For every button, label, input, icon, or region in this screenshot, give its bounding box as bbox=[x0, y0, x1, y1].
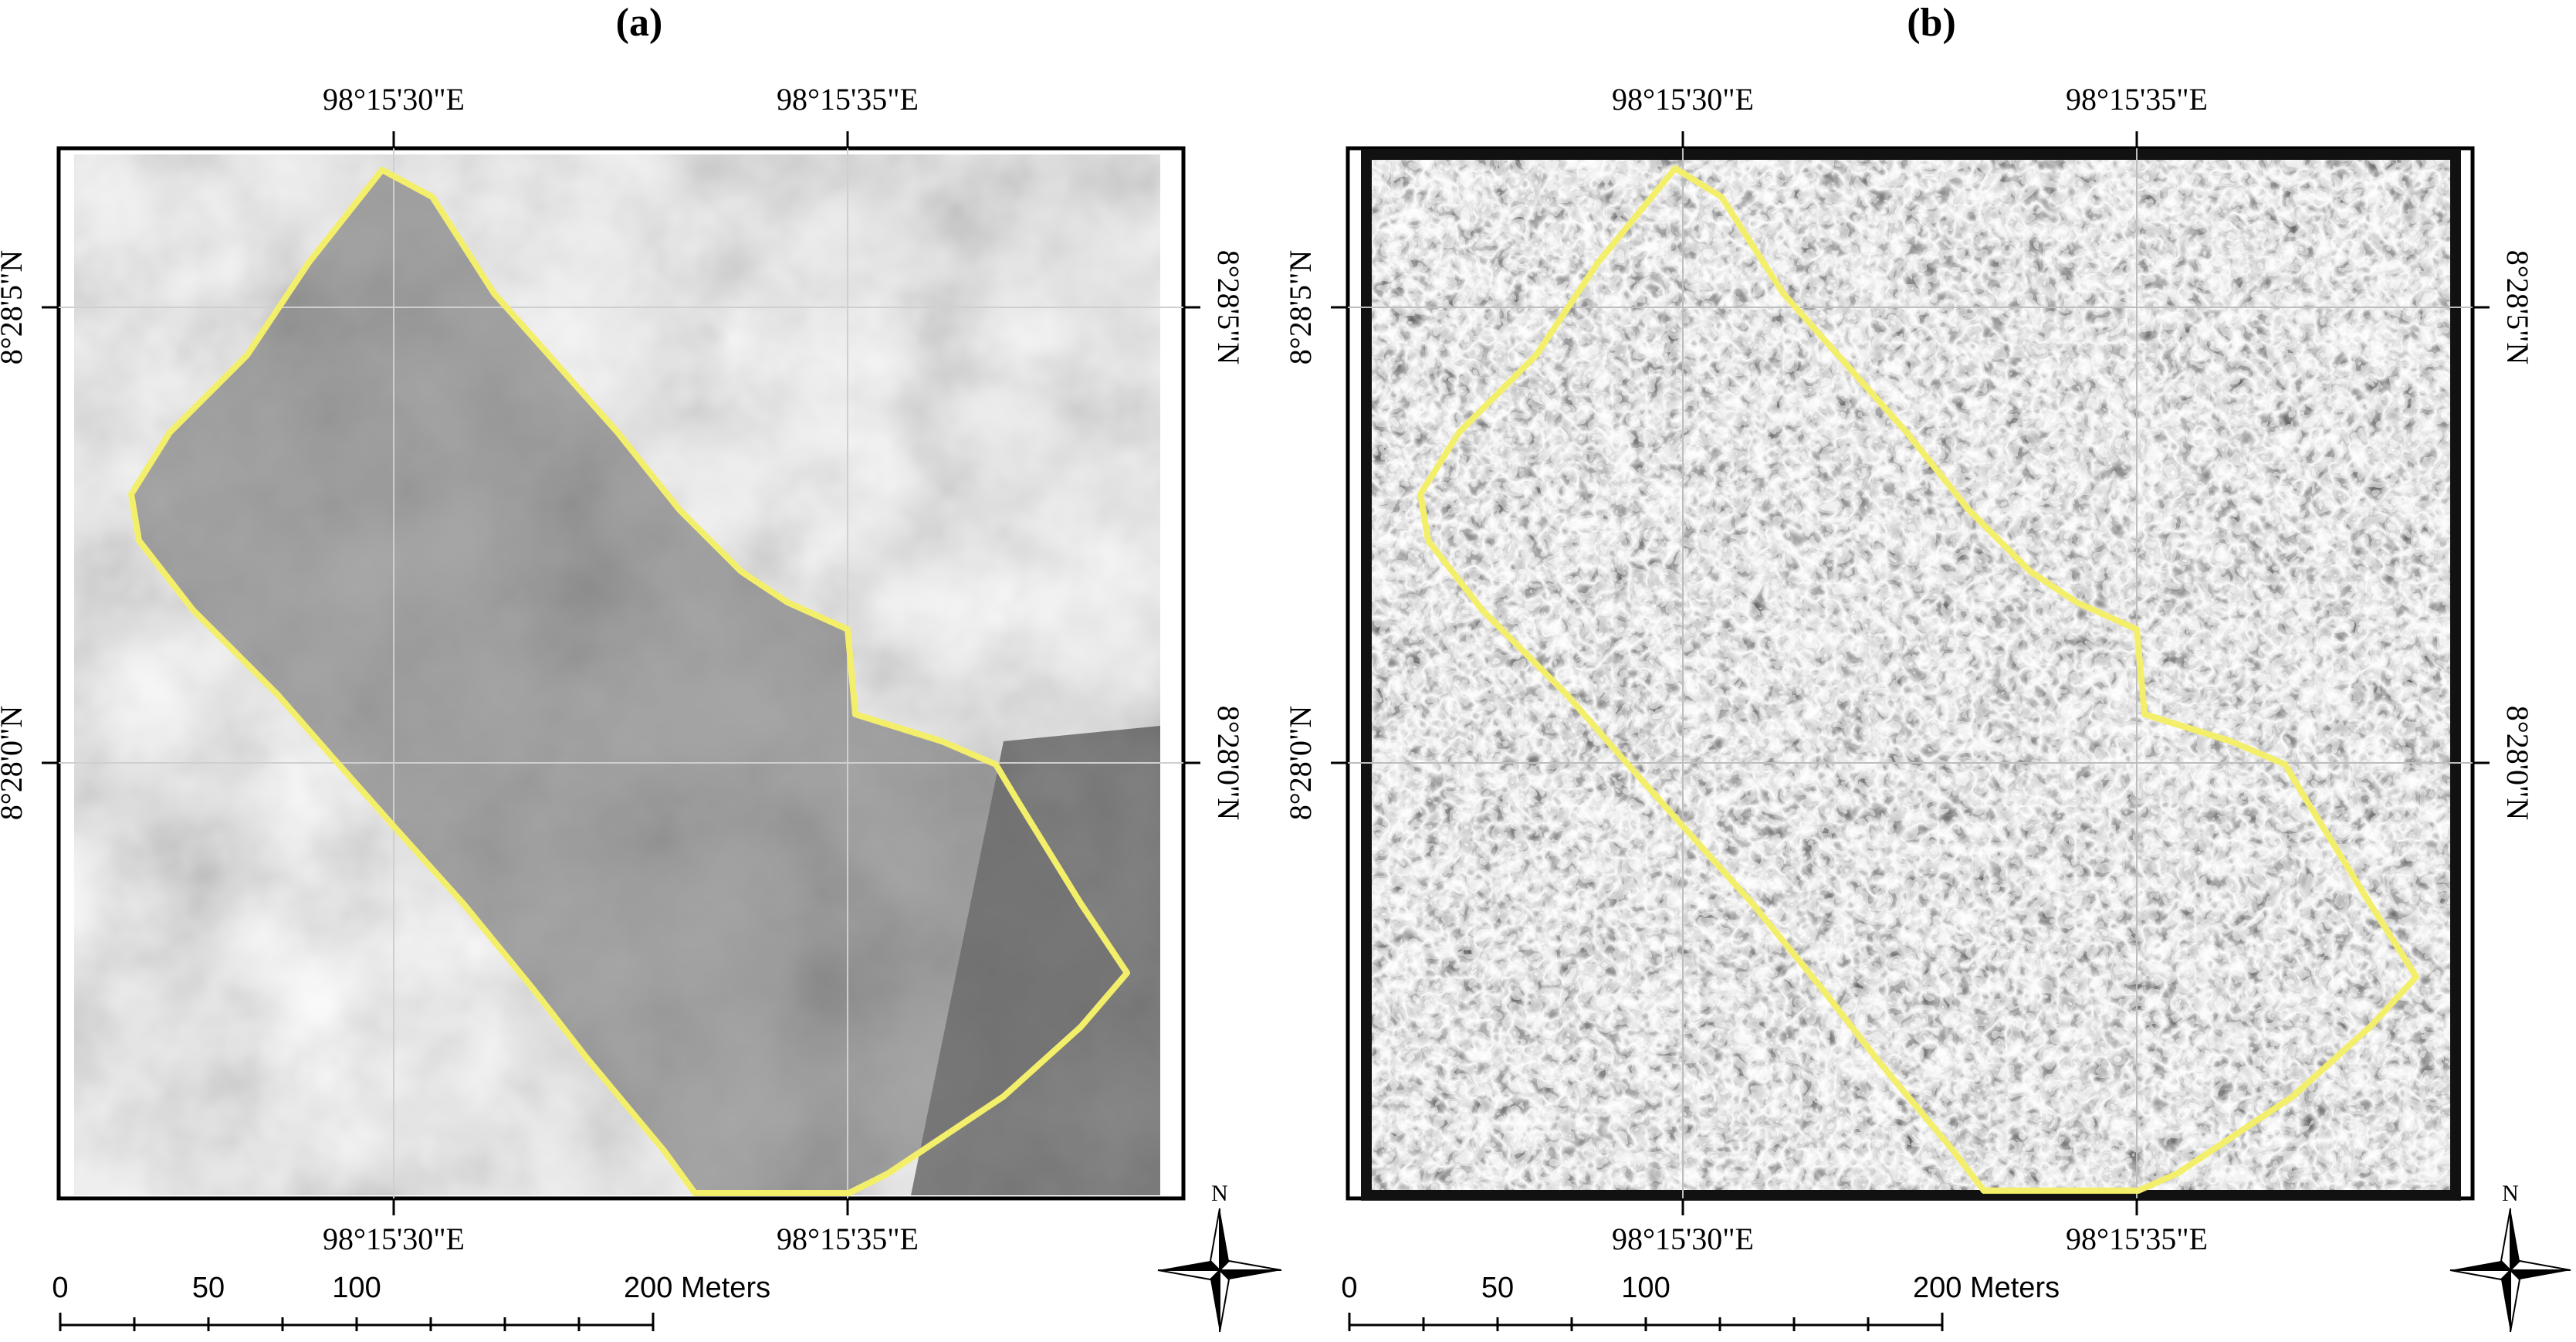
inner-border bbox=[1361, 149, 2461, 1201]
north-arrow-icon: N bbox=[1157, 1181, 1282, 1333]
texture-image bbox=[1366, 154, 2456, 1195]
lat-label-left-upper: 8°28'5"N bbox=[1283, 250, 1318, 364]
plot-outline bbox=[128, 167, 1130, 1196]
scale-label: 200 Meters bbox=[624, 1272, 770, 1304]
scale-label: 200 Meters bbox=[1913, 1272, 2060, 1304]
lat-label-left-lower: 8°28'0"N bbox=[1283, 706, 1318, 820]
lon-label-bottom-left: 98°15'30"E bbox=[323, 1222, 465, 1256]
scale-bar: 0 50 100 200 Meters bbox=[1341, 1272, 2060, 1331]
scale-label: 0 bbox=[1341, 1272, 1357, 1304]
scale-label: 100 bbox=[332, 1272, 381, 1304]
plot-outline bbox=[1417, 165, 2419, 1194]
plantation-area bbox=[131, 170, 1127, 1193]
lon-label-bottom-right: 98°15'35"E bbox=[2066, 1222, 2208, 1256]
lat-label-right-upper: 8°28'5"N bbox=[1211, 250, 1246, 364]
panel-label: (a) bbox=[616, 1, 663, 45]
lat-label-left-lower: 8°28'0"N bbox=[0, 706, 29, 820]
scale-bar: 0 50 100 200 Meters bbox=[52, 1272, 770, 1331]
lat-label-right-lower: 8°28'0"N bbox=[2500, 706, 2535, 820]
lat-label-right-upper: 8°28'5"N bbox=[2500, 250, 2535, 364]
panel-label: (b) bbox=[1907, 1, 1956, 45]
north-label: N bbox=[1211, 1181, 1228, 1206]
panel-a: (a) 98°15'30"E 98°15'35"E 8°28'5"N 8°28'… bbox=[0, 1, 1282, 1333]
lat-label-left-upper: 8°28'5"N bbox=[0, 250, 29, 364]
scale-label: 50 bbox=[192, 1272, 225, 1304]
lon-label-top-left: 98°15'30"E bbox=[323, 82, 465, 117]
scale-label: 100 bbox=[1621, 1272, 1670, 1304]
north-arrow-icon: N bbox=[2449, 1181, 2571, 1333]
scale-label: 0 bbox=[52, 1272, 68, 1304]
lon-label-top-right: 98°15'35"E bbox=[2066, 82, 2208, 117]
lon-label-bottom-right: 98°15'35"E bbox=[777, 1222, 919, 1256]
lon-label-top-left: 98°15'30"E bbox=[1612, 82, 1754, 117]
scale-label: 50 bbox=[1481, 1272, 1514, 1304]
panel-b: (b) 98°15'30"E 98°15'35"E 8°28'5"N 8°28'… bbox=[1283, 1, 2571, 1333]
north-label: N bbox=[2502, 1181, 2519, 1206]
lon-label-top-right: 98°15'35"E bbox=[777, 82, 919, 117]
lon-label-bottom-left: 98°15'30"E bbox=[1612, 1222, 1754, 1256]
lat-label-right-lower: 8°28'0"N bbox=[1211, 706, 1246, 820]
